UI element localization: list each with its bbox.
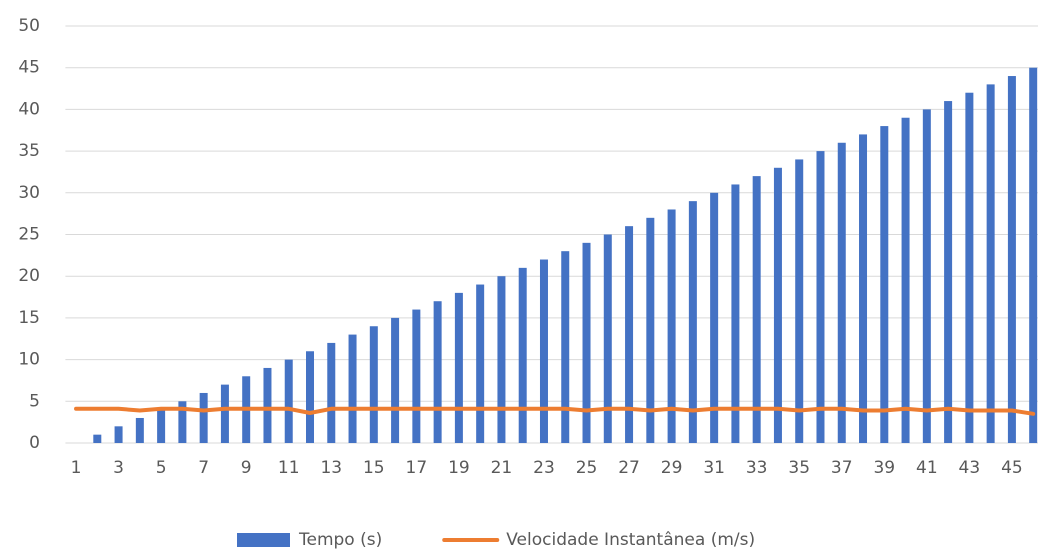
- legend-label: Velocidade Instantânea (m/s): [506, 530, 755, 550]
- bar: [433, 301, 442, 443]
- x-tick-label: 5: [156, 458, 167, 478]
- y-tick-label: 0: [29, 433, 40, 453]
- bar: [199, 392, 208, 443]
- bar: [965, 92, 974, 443]
- x-tick-label: 39: [873, 458, 895, 478]
- bar: [795, 159, 804, 443]
- x-tick-label: 41: [916, 458, 938, 478]
- x-tick-label: 45: [1001, 458, 1023, 478]
- bar: [773, 167, 782, 443]
- x-tick-label: 1: [71, 458, 82, 478]
- bar: [922, 109, 931, 444]
- x-tick-label: 15: [363, 458, 385, 478]
- bar: [582, 242, 591, 443]
- x-tick-label: 3: [113, 458, 124, 478]
- bar: [93, 434, 102, 443]
- bar: [944, 101, 953, 443]
- bar: [731, 184, 740, 443]
- bar: [369, 326, 378, 443]
- x-tick-label: 11: [278, 458, 300, 478]
- bar: [454, 292, 463, 443]
- bar: [710, 192, 719, 443]
- bar: [497, 276, 506, 443]
- bar: [157, 409, 166, 443]
- y-tick-label: 20: [18, 266, 40, 286]
- x-tick-label: 13: [320, 458, 342, 478]
- bar: [476, 284, 485, 443]
- bar: [539, 259, 548, 443]
- bar: [901, 117, 910, 444]
- x-tick-label: 19: [448, 458, 470, 478]
- bar: [816, 151, 825, 443]
- bar: [348, 334, 357, 443]
- legend-swatch: [237, 533, 290, 547]
- x-tick-label: 21: [491, 458, 513, 478]
- x-tick-label: 35: [788, 458, 810, 478]
- x-tick-label: 31: [703, 458, 725, 478]
- y-tick-label: 15: [18, 308, 40, 328]
- y-tick-label: 25: [18, 225, 40, 245]
- bar: [561, 251, 570, 443]
- bar: [667, 209, 676, 443]
- bar: [114, 426, 123, 443]
- bar: [880, 126, 889, 443]
- x-tick-label: 25: [576, 458, 598, 478]
- bar: [263, 367, 272, 443]
- line: [74, 406, 1036, 416]
- y-tick-label: 10: [18, 350, 40, 370]
- x-tick-label: 37: [831, 458, 853, 478]
- bar: [646, 217, 655, 443]
- x-tick-label: 43: [959, 458, 981, 478]
- bar: [859, 134, 868, 444]
- bar: [284, 359, 293, 443]
- bar: [412, 309, 421, 443]
- bar: [178, 401, 187, 443]
- y-tick-label: 35: [18, 141, 40, 161]
- bar: [1007, 76, 1016, 443]
- bar: [391, 317, 400, 443]
- bar: [752, 176, 761, 443]
- bar: [625, 226, 634, 443]
- x-tick-label: 23: [533, 458, 555, 478]
- bar: [327, 342, 336, 443]
- bar: [603, 234, 612, 443]
- x-tick-label: 7: [198, 458, 209, 478]
- bar: [220, 384, 229, 443]
- bar: [306, 351, 315, 443]
- x-tick-label: 29: [661, 458, 683, 478]
- bar: [837, 142, 846, 443]
- bar: [518, 267, 527, 443]
- y-tick-label: 50: [18, 16, 40, 36]
- y-tick-label: 30: [18, 183, 40, 203]
- x-tick-label: 17: [406, 458, 428, 478]
- x-tick-label: 9: [241, 458, 252, 478]
- legend-label: Tempo (s): [298, 530, 382, 550]
- bar: [1029, 67, 1038, 443]
- bar: [688, 201, 697, 443]
- y-tick-label: 40: [18, 99, 40, 119]
- x-tick-label: 27: [618, 458, 640, 478]
- x-tick-label: 33: [746, 458, 768, 478]
- bar: [135, 417, 144, 443]
- y-tick-label: 5: [29, 391, 40, 411]
- y-tick-label: 45: [18, 58, 40, 78]
- bar: [986, 84, 995, 443]
